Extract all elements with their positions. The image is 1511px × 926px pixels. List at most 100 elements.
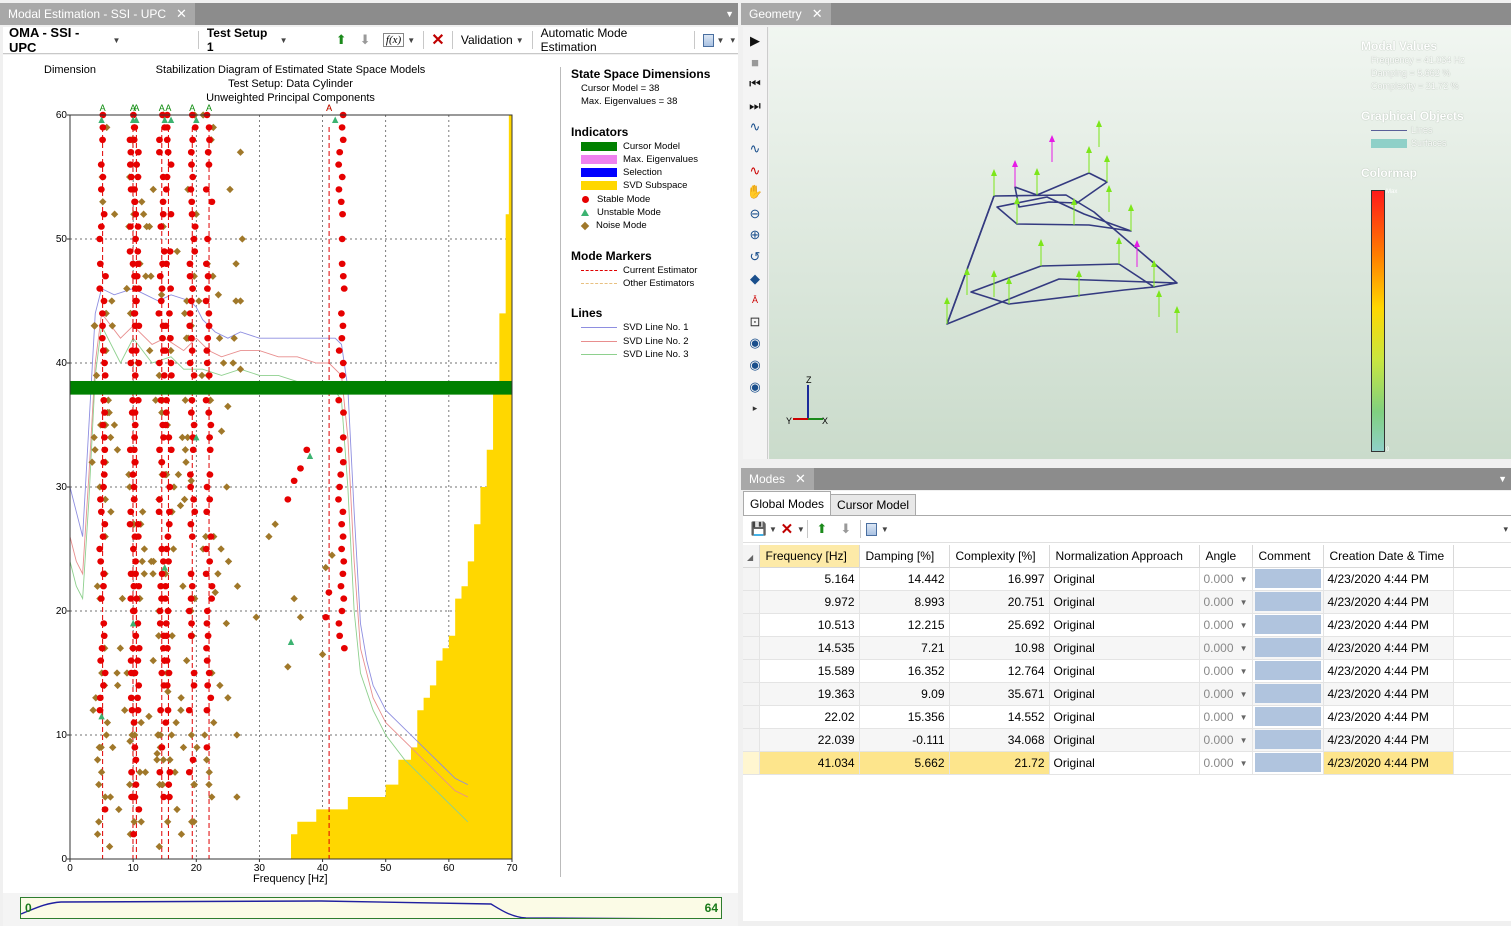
more-icon[interactable]: ▸: [752, 402, 758, 413]
comment-field[interactable]: [1254, 638, 1321, 657]
cell-comment[interactable]: [1252, 636, 1324, 660]
cell-complexity[interactable]: 34.068: [949, 728, 1050, 752]
wave-arrow-icon[interactable]: ∿: [749, 162, 761, 178]
toolbar-overflow-icon[interactable]: ▾: [1503, 523, 1508, 534]
cell-angle[interactable]: 0.000 ▼: [1199, 613, 1253, 637]
comment-field[interactable]: [1254, 707, 1321, 726]
cell-damping[interactable]: 12.215: [859, 613, 950, 637]
wave-step-icon[interactable]: ∿: [749, 140, 761, 156]
view-top-icon[interactable]: ◉: [749, 378, 761, 394]
column-header-comment[interactable]: Comment: [1252, 545, 1324, 568]
zoom-out-icon[interactable]: ⊖: [749, 205, 761, 221]
close-icon[interactable]: ✕: [795, 471, 806, 486]
close-icon[interactable]: ✕: [811, 6, 823, 21]
chevron-down-icon[interactable]: ▼: [1239, 643, 1248, 653]
chevron-down-icon[interactable]: ▼: [1239, 666, 1248, 676]
cell-damping[interactable]: 16.352: [859, 659, 950, 683]
save-icon[interactable]: 💾: [750, 521, 768, 536]
auto-mode-estimation-button[interactable]: Automatic Mode Estimation: [535, 26, 692, 54]
cell-normalization[interactable]: Original: [1049, 682, 1200, 706]
setup-dropdown[interactable]: Test Setup 1 ▼: [201, 26, 294, 54]
table-row[interactable]: 22.039 -0.111 34.068 Original 0.000 ▼ 4/23/202…: [743, 728, 1511, 752]
move-up-icon[interactable]: ⬆: [816, 521, 828, 536]
cell-damping[interactable]: 7.21: [859, 636, 950, 660]
geometry-viewport[interactable]: Z Y X Modal Values Frequency = 41.034 Hz…: [769, 27, 1511, 459]
pan-hand-icon[interactable]: ✋: [746, 184, 764, 200]
cell-frequency[interactable]: 14.535: [759, 636, 860, 660]
cell-angle[interactable]: 0.000 ▼: [1199, 567, 1253, 591]
chevron-down-icon[interactable]: ▼: [1239, 758, 1248, 768]
cell-angle[interactable]: 0.000 ▼: [1199, 728, 1253, 752]
cell-normalization[interactable]: Original: [1049, 705, 1200, 729]
cell-creation-date[interactable]: 4/23/2020 4:44 PM: [1323, 636, 1454, 660]
cell-creation-date[interactable]: 4/23/2020 4:44 PM: [1323, 728, 1454, 752]
cell-damping[interactable]: 9.09: [859, 682, 950, 706]
validation-dropdown[interactable]: Validation ▼: [455, 28, 530, 52]
cell-damping[interactable]: -0.111: [859, 728, 950, 752]
cell-damping[interactable]: 14.442: [859, 567, 950, 591]
method-dropdown[interactable]: OMA - SSI - UPC ▼: [3, 25, 126, 55]
comment-field[interactable]: [1254, 592, 1321, 611]
close-icon[interactable]: ✕: [176, 6, 187, 21]
report-icon[interactable]: [863, 519, 881, 539]
chevron-down-icon[interactable]: ▼: [796, 524, 805, 534]
overview-bar[interactable]: 0 64: [20, 897, 722, 919]
cell-damping[interactable]: 8.993: [859, 590, 950, 614]
cell-complexity[interactable]: 25.692: [949, 613, 1050, 637]
stop-icon[interactable]: ■: [751, 55, 759, 71]
cell-angle[interactable]: 0.000 ▼: [1199, 705, 1253, 729]
chevron-down-icon[interactable]: ▼: [1239, 712, 1248, 722]
cell-angle[interactable]: 0.000 ▼: [1199, 636, 1253, 660]
table-row[interactable]: 19.363 9.09 35.671 Original 0.000 ▼ 4/23/2020 …: [743, 682, 1511, 706]
zoom-in-icon[interactable]: ⊕: [749, 227, 761, 243]
report-dropdown[interactable]: ▼: [697, 28, 731, 52]
column-header-damping[interactable]: Damping [%]: [859, 545, 950, 568]
cell-comment[interactable]: [1252, 728, 1324, 752]
table-row[interactable]: 41.034 5.662 21.72 Original 0.000 ▼ 4/23/2020 …: [743, 751, 1511, 775]
cell-angle[interactable]: 0.000 ▼: [1199, 682, 1253, 706]
cell-normalization[interactable]: Original: [1049, 590, 1200, 614]
table-row[interactable]: 22.02 15.356 14.552 Original 0.000 ▼ 4/23/2020…: [743, 705, 1511, 729]
cell-normalization[interactable]: Original: [1049, 613, 1200, 637]
table-row[interactable]: 10.513 12.215 25.692 Original 0.000 ▼ 4/23/202…: [743, 613, 1511, 637]
move-down-icon[interactable]: ⬇: [840, 521, 852, 536]
subtab-global-modes[interactable]: Global Modes: [743, 491, 832, 515]
cell-creation-date[interactable]: 4/23/2020 4:44 PM: [1323, 590, 1454, 614]
table-row[interactable]: 5.164 14.442 16.997 Original 0.000 ▼ 4/23/2020…: [743, 567, 1511, 591]
cell-complexity[interactable]: 10.98: [949, 636, 1050, 660]
camera-icon[interactable]: ⊡: [749, 313, 761, 329]
cell-comment[interactable]: [1252, 567, 1324, 591]
play-icon[interactable]: ▶: [750, 33, 760, 48]
cell-creation-date[interactable]: 4/23/2020 4:44 PM: [1323, 705, 1454, 729]
comment-field[interactable]: [1254, 569, 1321, 588]
cell-creation-date[interactable]: 4/23/2020 4:44 PM: [1323, 751, 1454, 775]
cell-normalization[interactable]: Original: [1049, 659, 1200, 683]
chevron-down-icon[interactable]: ▼: [1239, 574, 1248, 584]
chevron-down-icon[interactable]: ▼: [769, 524, 777, 534]
comment-field[interactable]: [1254, 615, 1321, 634]
cell-creation-date[interactable]: 4/23/2020 4:44 PM: [1323, 682, 1454, 706]
cell-complexity[interactable]: 14.552: [949, 705, 1050, 729]
move-down-icon[interactable]: ⬇: [359, 32, 371, 47]
cell-angle[interactable]: 0.000 ▼: [1199, 590, 1253, 614]
cell-complexity[interactable]: 12.764: [949, 659, 1050, 683]
tab-geometry[interactable]: Geometry ✕: [741, 3, 831, 25]
average-icon[interactable]: Ā: [751, 295, 758, 306]
cell-normalization[interactable]: Original: [1049, 728, 1200, 752]
view-front-icon[interactable]: ◉: [749, 335, 761, 351]
chevron-down-icon[interactable]: ▼: [1239, 735, 1248, 745]
cell-frequency[interactable]: 22.039: [759, 728, 860, 752]
cell-comment[interactable]: [1252, 705, 1324, 729]
cell-frequency[interactable]: 15.589: [759, 659, 860, 683]
cell-complexity[interactable]: 35.671: [949, 682, 1050, 706]
cell-frequency[interactable]: 41.034: [759, 751, 860, 775]
chevron-down-icon[interactable]: ▼: [880, 524, 889, 534]
cell-frequency[interactable]: 5.164: [759, 567, 860, 591]
chevron-down-icon[interactable]: ▼: [1239, 597, 1248, 607]
cell-frequency[interactable]: 22.02: [759, 705, 860, 729]
cell-angle[interactable]: 0.000 ▼: [1199, 659, 1253, 683]
tab-modal-estimation[interactable]: Modal Estimation - SSI - UPC ✕: [0, 3, 195, 25]
cube-icon[interactable]: ◆: [750, 270, 760, 286]
delete-icon[interactable]: ✕: [780, 521, 794, 538]
